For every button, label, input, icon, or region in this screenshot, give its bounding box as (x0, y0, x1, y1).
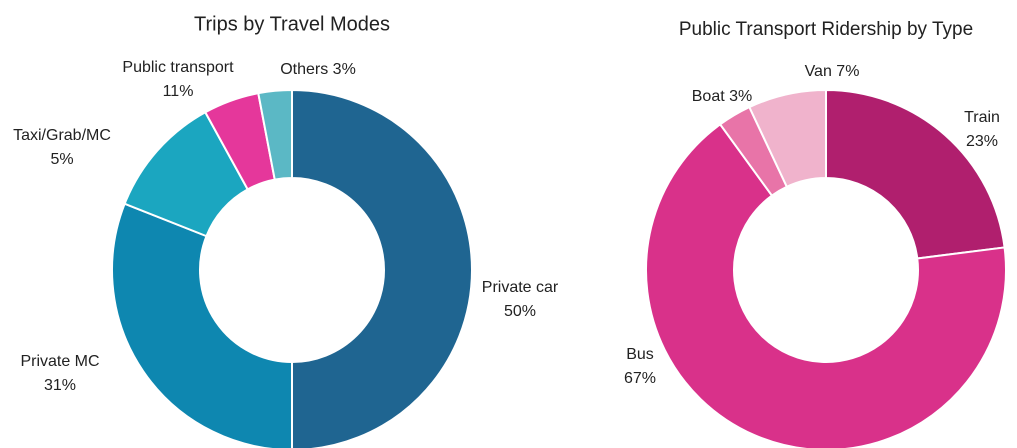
chart-title: Public Transport Ridership by Type (679, 19, 973, 40)
donut-segment (645, 122, 1007, 448)
donut-segment (291, 88, 473, 448)
category-label: Public transport (122, 59, 234, 76)
value-label: 3% (333, 61, 356, 78)
category-label: Taxi/Grab/MC (13, 127, 111, 144)
segment-label: Bus 67% (624, 346, 656, 387)
category-label: Train (964, 109, 1000, 126)
segment-label: Public transport 11% (122, 59, 234, 100)
donut-segment (257, 88, 293, 181)
segment-label: Train 23% (964, 109, 1000, 150)
value-label: 67% (624, 370, 656, 387)
value-label: 50% (504, 303, 536, 320)
segment-label: Others 3% (280, 61, 356, 78)
chart-title: Trips by Travel Modes (194, 13, 390, 35)
value-label: 23% (966, 133, 998, 150)
value-label: 5% (50, 151, 73, 168)
category-label: Private car (482, 279, 559, 296)
segment-label: Van 7% (805, 63, 860, 80)
value-label: 31% (44, 377, 76, 394)
value-label: 11% (163, 83, 194, 100)
category-label: Van (805, 63, 832, 80)
category-label: Others (280, 61, 328, 78)
value-label: 7% (836, 63, 859, 80)
value-label: 3% (729, 88, 752, 105)
category-label: Private MC (20, 353, 99, 370)
donut-segment (748, 88, 827, 189)
donut-segment (825, 88, 1006, 260)
segment-label: Boat 3% (692, 88, 753, 105)
segment-label: Taxi/Grab/MC 5% (13, 127, 111, 168)
category-label: Bus (626, 346, 654, 363)
donut-segment (111, 202, 293, 448)
category-label: Boat (692, 88, 725, 105)
segment-label: Private MC 31% (20, 353, 99, 394)
segment-label: Private car 50% (482, 279, 559, 320)
